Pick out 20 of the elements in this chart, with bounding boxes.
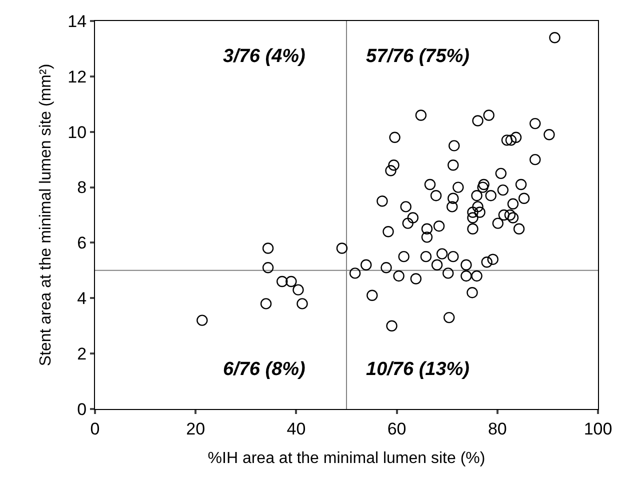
- x-tick-label: 100: [584, 419, 612, 438]
- y-tick-label: 6: [77, 234, 87, 253]
- x-tick-label: 40: [286, 419, 306, 438]
- x-tick-label: 0: [90, 419, 100, 438]
- y-axis-title: Stent area at the minimal lumen site (mm²): [38, 64, 55, 366]
- y-tick-label: 4: [77, 289, 87, 308]
- y-tick-label: 12: [68, 67, 87, 86]
- x-axis-title: %IH area at the minimal lumen site (%): [208, 450, 486, 468]
- annotation: 6/76 (8%): [223, 359, 306, 380]
- annotation: 57/76 (75%): [366, 46, 470, 67]
- annotation: 10/76 (13%): [366, 359, 470, 380]
- y-tick-label: 14: [68, 12, 87, 31]
- x-tick-label: 20: [186, 419, 206, 438]
- y-tick-label: 0: [77, 400, 87, 419]
- y-tick-label: 2: [77, 344, 87, 364]
- y-tick-label: 8: [77, 178, 87, 198]
- annotation: 3/76 (4%): [223, 46, 306, 67]
- x-tick-label: 80: [488, 419, 507, 438]
- y-tick-label: 10: [68, 122, 87, 142]
- x-tick-label: 60: [387, 419, 406, 438]
